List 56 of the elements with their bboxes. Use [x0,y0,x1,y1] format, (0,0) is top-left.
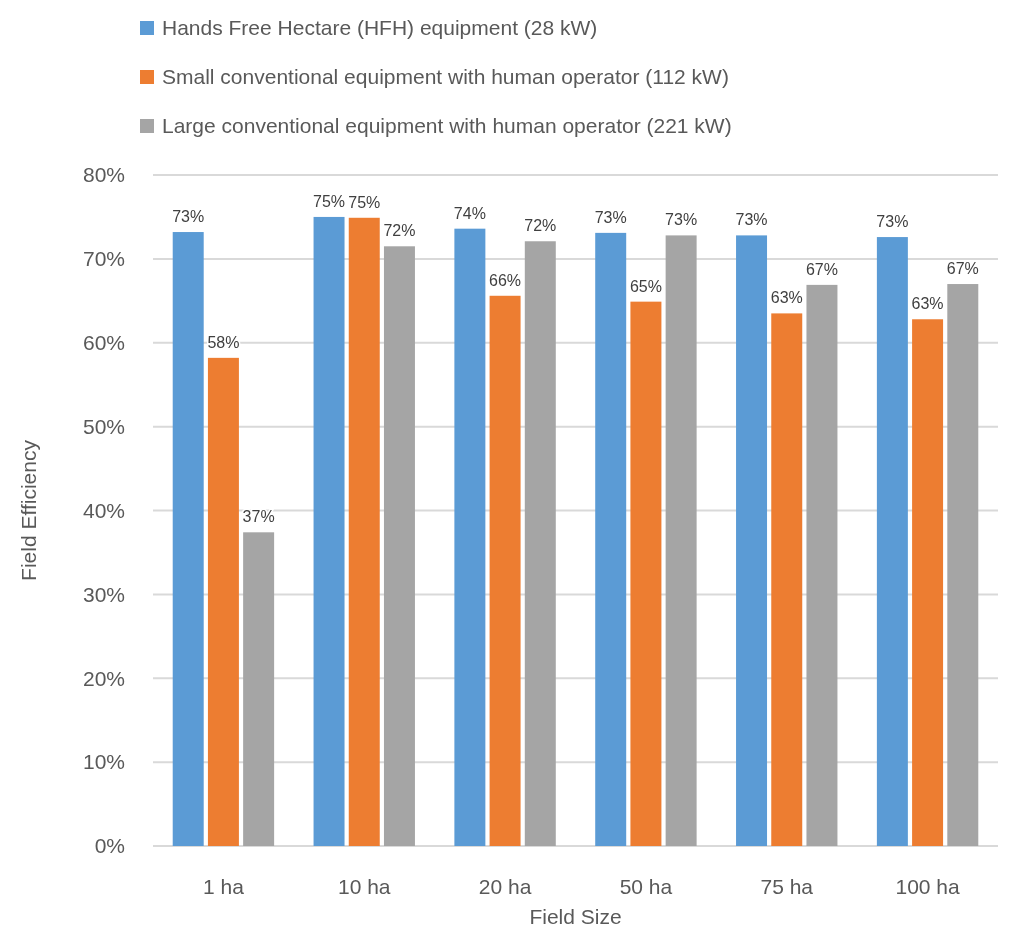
data-label: 72% [383,222,416,240]
bar [383,246,415,846]
y-tick-label: 20% [82,666,125,690]
x-tick-label: 75 ha [760,875,814,898]
data-label: 72% [524,217,557,235]
bar [172,232,204,846]
data-label: 73% [172,208,205,226]
data-label: 74% [453,204,486,222]
bar [806,284,838,846]
data-label: 37% [242,508,275,526]
bar [876,237,908,846]
x-tick-label: 20 ha [478,875,532,898]
x-axis-title: Field Size [529,905,622,928]
y-tick-label: 50% [82,414,125,438]
data-label: 73% [735,211,768,229]
y-tick-label: 10% [82,750,125,774]
y-tick-label: 60% [82,331,125,355]
data-label: 63% [911,295,944,313]
bar [595,232,627,846]
bar [771,313,803,846]
y-axis-title: Field Efficiency [17,439,40,581]
x-tick-label: 1 ha [202,875,245,898]
legend-label: Small conventional equipment with human operator (112 kW) [162,65,729,89]
bar [947,284,979,846]
data-label: 65% [629,277,662,295]
y-tick-label: 70% [82,247,125,271]
data-label: 73% [665,211,698,229]
bar [313,216,345,846]
x-tick-label: 100 ha [895,875,961,898]
y-tick-label: 80% [82,163,125,187]
data-label: 58% [207,333,240,351]
data-label: 67% [946,260,979,278]
bar [454,228,486,846]
bar [665,235,697,846]
bar [207,357,239,846]
data-label: 75% [348,193,381,211]
bar [348,217,380,846]
bar [489,295,521,846]
data-label: 75% [313,192,346,210]
bar [736,235,768,846]
x-tick-label: 10 ha [337,875,391,898]
x-tick-label: 50 ha [619,875,673,898]
data-label: 63% [770,289,803,307]
data-label: 73% [594,208,627,226]
legend-label: Large conventional equipment with human operator (221 kW) [162,114,732,138]
y-tick-label: 30% [82,582,125,606]
legend-label: Hands Free Hectare (HFH) equipment (28 kW) [162,16,598,40]
data-label: 67% [805,260,838,278]
bar [630,301,662,846]
y-tick-label: 0% [94,834,125,858]
y-tick-label: 40% [82,498,125,522]
bar [912,319,944,846]
bar [243,532,275,846]
bar [524,241,556,846]
data-label: 66% [489,271,522,289]
data-label: 73% [876,213,909,231]
